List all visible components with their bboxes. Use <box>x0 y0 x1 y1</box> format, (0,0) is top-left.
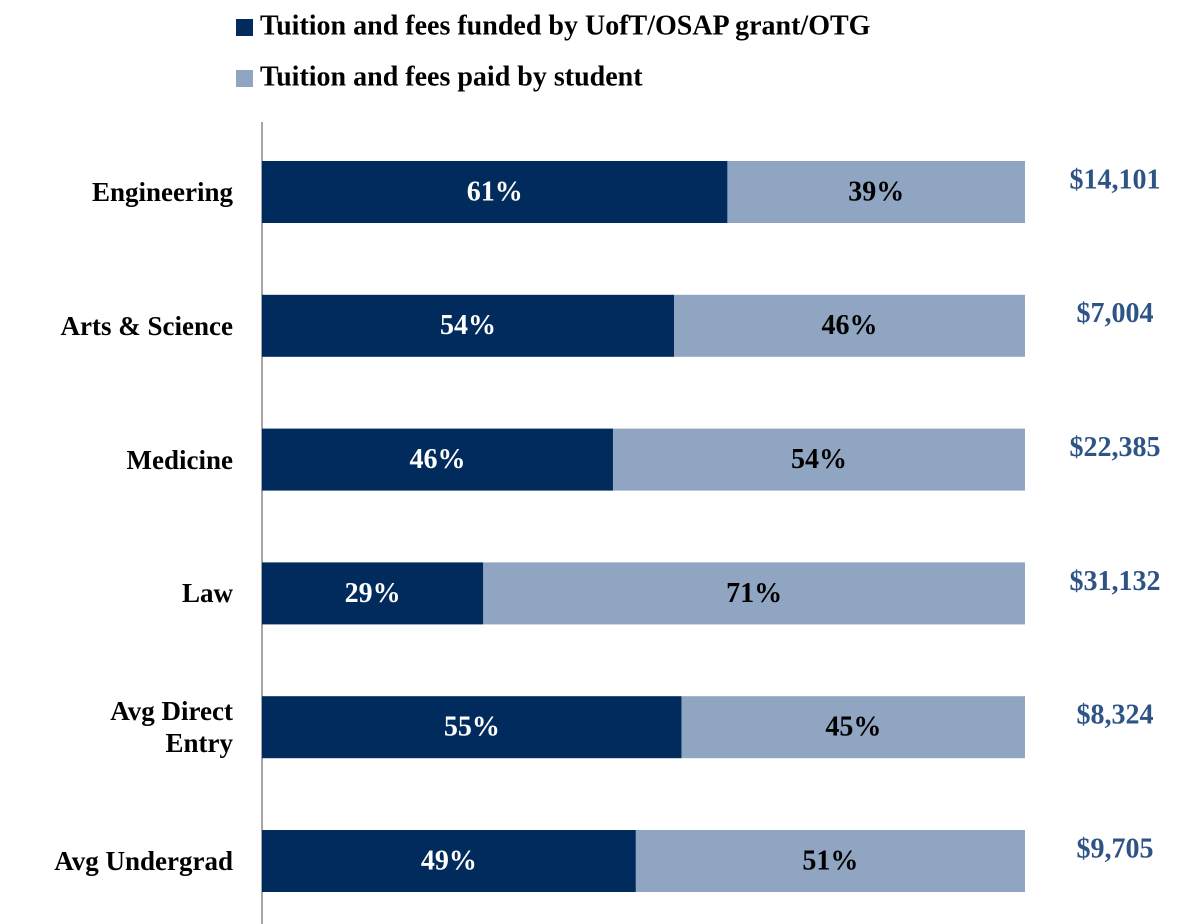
data-label: 71% <box>726 578 782 609</box>
bar-segment <box>612 428 1025 491</box>
total-label: $22,385 <box>1070 432 1161 463</box>
bar-segment <box>674 294 1025 357</box>
category-label: Engineering <box>91 177 233 207</box>
data-label: 55% <box>444 712 500 743</box>
bar-segment <box>262 562 484 625</box>
bar-segment <box>262 294 675 357</box>
data-label: 54% <box>440 310 496 341</box>
total-label: $7,004 <box>1077 298 1154 329</box>
data-label: 54% <box>791 444 847 475</box>
bar-segment <box>262 161 728 223</box>
legend-swatch <box>236 19 253 36</box>
data-label: 29% <box>345 578 401 609</box>
bar-segment <box>681 696 1025 759</box>
category-label: Avg Direct Entry <box>110 696 233 759</box>
total-label: $9,705 <box>1077 833 1154 864</box>
legend-label: Tuition and fees paid by student <box>260 61 643 92</box>
total-label: $14,101 <box>1070 164 1161 195</box>
bar-segment <box>262 428 613 491</box>
data-label: 61% <box>467 176 523 207</box>
category-label: Law <box>181 578 233 609</box>
data-label: 45% <box>825 712 881 743</box>
legend-label: Tuition and fees funded by UofT/OSAP gra… <box>260 10 871 41</box>
data-label: 51% <box>802 845 858 876</box>
category-label: Avg Undergrad <box>54 846 233 876</box>
data-label: 46% <box>409 444 465 475</box>
bar-segment <box>727 161 1025 223</box>
legend-swatch <box>236 70 253 87</box>
bar-segment <box>635 830 1025 892</box>
category-label: Arts & Science <box>60 310 233 341</box>
total-label: $8,324 <box>1077 700 1154 731</box>
data-label: 46% <box>822 310 878 341</box>
category-label: Medicine <box>126 444 233 475</box>
bar-segment <box>483 562 1025 625</box>
bar-segment <box>262 830 636 892</box>
data-label: 49% <box>421 845 477 876</box>
bar-segment <box>262 696 682 759</box>
total-label: $31,132 <box>1070 566 1161 597</box>
data-label: 39% <box>848 176 904 207</box>
